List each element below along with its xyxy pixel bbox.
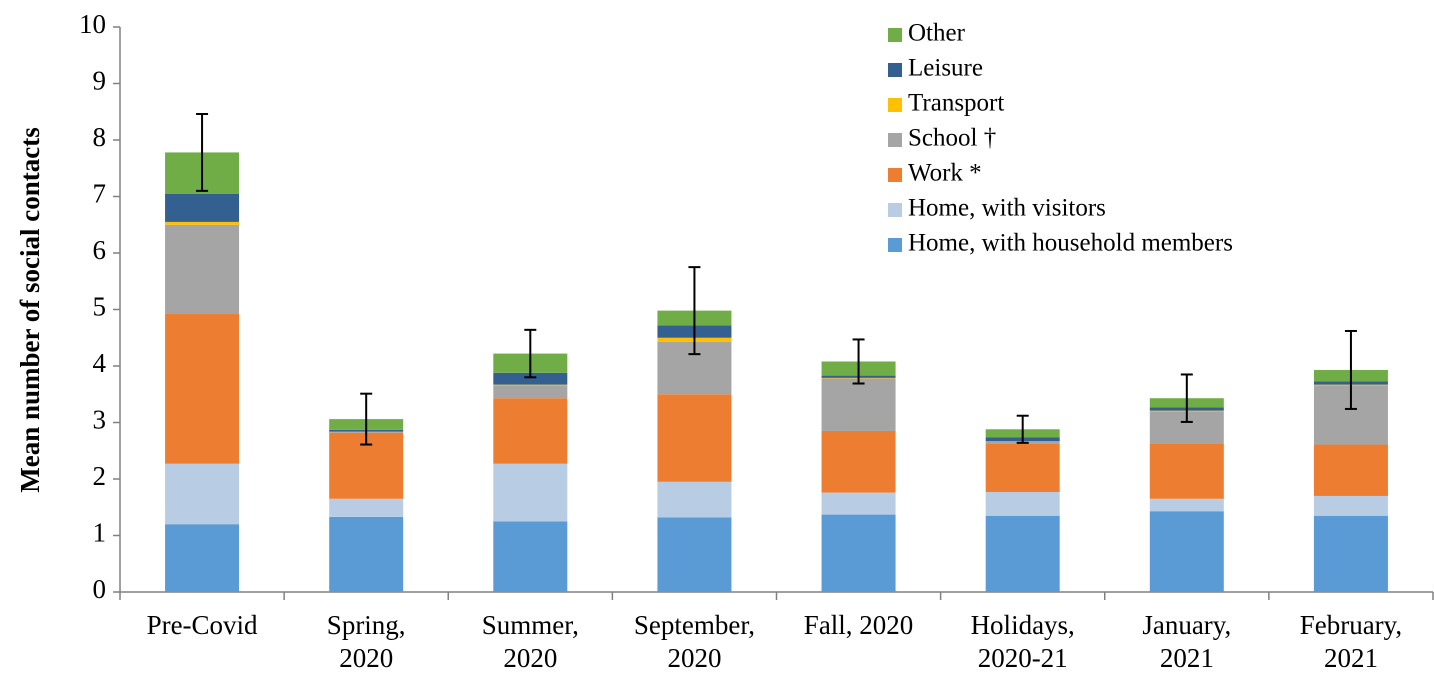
bar-segment — [985, 491, 1060, 516]
bar-segment — [165, 314, 240, 464]
legend-swatch — [888, 238, 902, 252]
bar-segment — [493, 463, 568, 522]
error-bar — [360, 392, 373, 446]
bar-segment — [1313, 515, 1388, 592]
legend-label: Home, with household members — [908, 230, 1233, 257]
bar-segment — [329, 498, 404, 517]
y-tick-label: 1 — [93, 518, 107, 548]
error-bar — [196, 113, 209, 192]
bar-segment — [657, 517, 732, 592]
y-tick-label: 9 — [93, 66, 107, 96]
legend-label: Home, with visitors — [908, 195, 1106, 222]
x-tick-label: Holidays, 2020-21 — [971, 610, 1075, 673]
bar-segment — [493, 372, 568, 385]
bar-segment — [165, 224, 240, 315]
legend-swatch — [888, 133, 902, 147]
bar-segment — [657, 394, 732, 482]
y-tick-label: 6 — [93, 235, 107, 265]
legend-swatch — [888, 63, 902, 77]
bar-segment — [1149, 443, 1224, 499]
y-tick-label: 4 — [93, 348, 107, 378]
y-tick-label: 10 — [79, 9, 106, 39]
legend-label: Leisure — [908, 55, 983, 82]
x-tick-label: Summer, 2020 — [482, 610, 579, 673]
bar-segment — [493, 398, 568, 464]
x-tick-label: Spring, 2020 — [327, 610, 406, 673]
x-tick-label: January, 2021 — [1142, 610, 1231, 673]
error-bar — [1180, 373, 1193, 423]
y-tick-label: 0 — [93, 574, 107, 604]
legend-swatch — [888, 98, 902, 112]
bar-segment — [493, 384, 568, 386]
y-tick-label: 2 — [93, 461, 107, 491]
x-tick-label: Fall, 2020 — [804, 610, 914, 640]
bar-segment — [1313, 495, 1388, 516]
legend-label: School † — [908, 125, 996, 152]
y-tick-label: 5 — [93, 292, 107, 322]
bar-segment — [165, 221, 240, 225]
legend-swatch — [888, 203, 902, 217]
bar-segment — [821, 514, 896, 592]
bar-segment — [1313, 444, 1388, 496]
bar-segment — [1149, 498, 1224, 512]
bar-segment — [329, 516, 404, 592]
bar-segment — [821, 378, 896, 431]
legend-swatch — [888, 168, 902, 182]
legend-label: Transport — [908, 90, 1004, 117]
bar-segment — [493, 521, 568, 592]
bar-segment — [985, 515, 1060, 592]
bar-segment — [165, 524, 240, 592]
bar-segment — [165, 193, 240, 222]
x-tick-label: Pre-Covid — [147, 610, 258, 640]
y-axis-title: Mean number of social contacts — [15, 127, 45, 492]
y-tick-label: 7 — [93, 179, 107, 209]
error-bar — [524, 328, 537, 379]
legend-label: Other — [908, 20, 966, 47]
bar-segment — [985, 443, 1060, 492]
bar-segment — [1149, 511, 1224, 592]
x-tick-label: September, 2020 — [634, 610, 755, 673]
bar-segment — [657, 481, 732, 518]
error-bar — [688, 266, 701, 356]
bar-segment — [493, 385, 568, 399]
error-bar — [1016, 414, 1029, 444]
bar-segment — [821, 492, 896, 515]
error-bar — [852, 338, 865, 385]
x-tick-label: February, 2021 — [1300, 610, 1402, 673]
legend-swatch — [888, 28, 902, 42]
y-tick-label: 3 — [93, 405, 107, 435]
bar-segment — [165, 463, 240, 525]
y-tick-label: 8 — [93, 122, 107, 152]
legend-label: Work * — [908, 160, 982, 187]
error-bar — [1344, 329, 1357, 410]
bar-segment — [821, 430, 896, 493]
